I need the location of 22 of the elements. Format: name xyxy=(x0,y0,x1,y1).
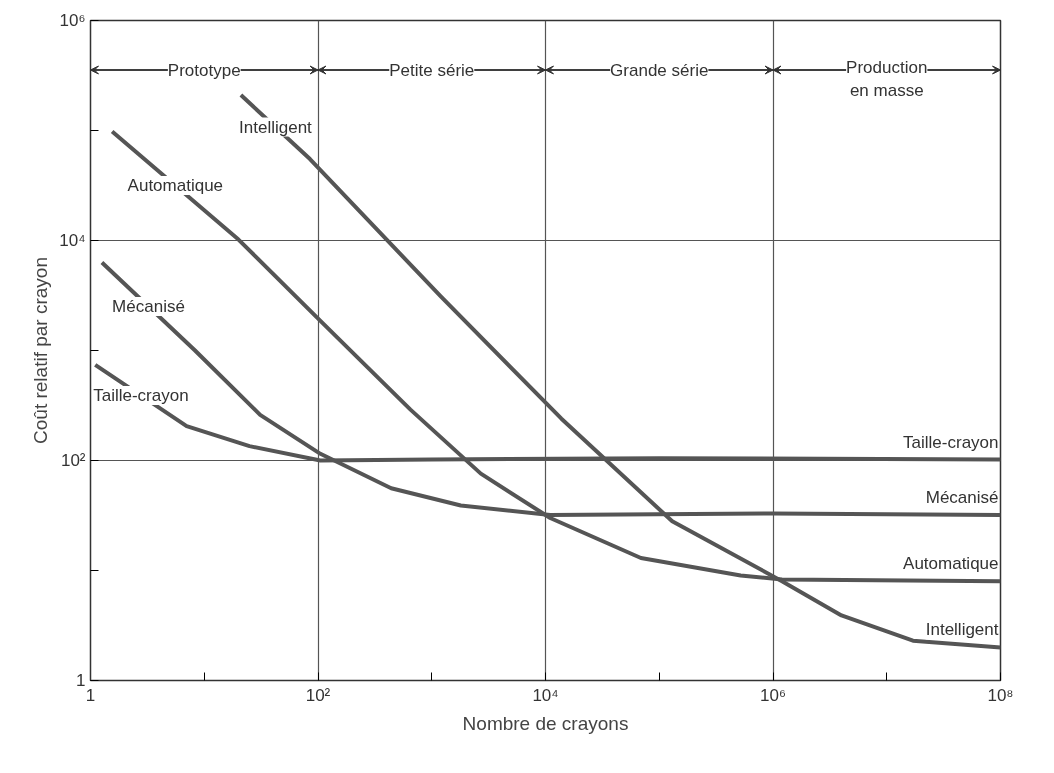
x-tick-label: 10⁶ xyxy=(760,685,786,705)
annotation: Taille-crayon xyxy=(93,386,189,406)
annotation: Mécanisé xyxy=(112,297,185,317)
series-label: Automatique xyxy=(903,554,999,574)
annotation: Grande série xyxy=(610,60,709,80)
annotation: Prototype xyxy=(167,60,241,80)
y-tick-label: 10⁴ xyxy=(59,231,86,250)
y-axis-title: Coût relatif par crayon xyxy=(30,257,52,444)
annotation: Production en masse xyxy=(846,58,928,100)
series-label: Mécanisé xyxy=(925,487,999,507)
y-tick-label: 10² xyxy=(60,451,86,470)
x-tick-label: 10² xyxy=(305,685,331,705)
annotation: Petite série xyxy=(389,60,475,80)
series-label: Taille-crayon xyxy=(903,432,999,452)
x-axis-title: Nombre de crayons xyxy=(462,712,629,734)
y-tick-label: 10⁶ xyxy=(59,11,86,30)
y-tick-label: 1 xyxy=(76,671,86,690)
annotation: Intelligent xyxy=(239,117,313,137)
series-label: Intelligent xyxy=(925,620,999,640)
x-tick-label: 10⁸ xyxy=(987,685,1014,705)
annotation: Automatique xyxy=(127,176,224,196)
x-tick-label: 10⁴ xyxy=(532,685,559,705)
